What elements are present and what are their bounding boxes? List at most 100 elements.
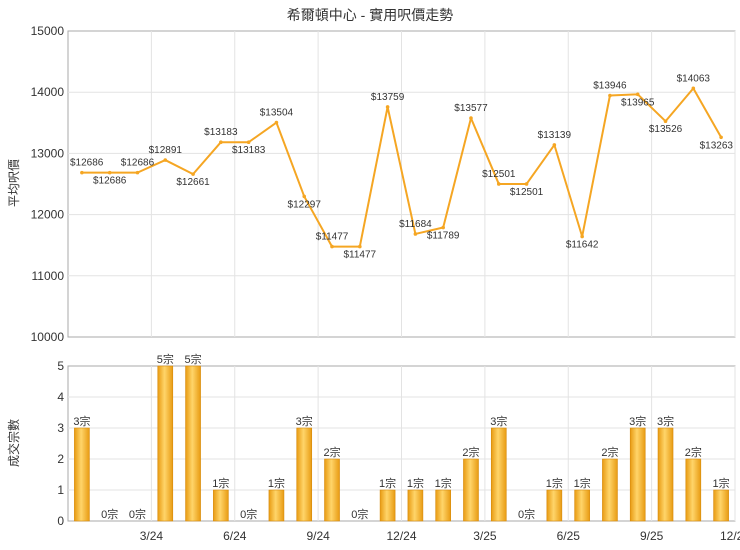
price-point-label: $12686 — [70, 158, 104, 169]
price-point-label: $12501 — [510, 187, 544, 198]
chart-title: 希爾頓中心 - 實用呎價走勢 — [287, 7, 453, 23]
count-bar — [490, 427, 507, 522]
price-point — [135, 170, 140, 175]
count-bar-label: 1宗 — [574, 476, 591, 490]
count-bar — [713, 489, 729, 522]
count-bar-label: 0宗 — [518, 507, 535, 521]
price-point — [663, 119, 668, 124]
price-point — [635, 92, 640, 97]
count-bar — [435, 489, 451, 522]
count-bar — [157, 365, 174, 522]
price-point-label: $12891 — [149, 145, 183, 156]
count-bar — [324, 458, 340, 522]
price-point-label: $13946 — [593, 81, 627, 92]
count-tick-label: 2 — [57, 452, 64, 466]
count-tick-label: 1 — [57, 483, 64, 497]
price-point-label: $13183 — [204, 127, 238, 138]
month-tick-label: 12/24 — [386, 529, 416, 543]
price-point-label: $12686 — [93, 176, 127, 187]
price-point — [608, 93, 612, 98]
price-tick-label: 15000 — [31, 24, 65, 38]
count-bar-label: 1宗 — [407, 476, 424, 490]
price-point-label: $13759 — [371, 92, 405, 103]
count-bar — [213, 489, 229, 522]
price-tick-label: 12000 — [31, 208, 65, 222]
count-bar-label: 1宗 — [546, 476, 563, 490]
price-point — [496, 182, 501, 186]
price-point-label: $13139 — [538, 130, 572, 141]
price-point — [441, 225, 445, 230]
price-point — [469, 116, 473, 120]
month-tick-label: 6/24 — [223, 529, 247, 543]
count-bar — [296, 427, 313, 522]
price-point — [191, 172, 195, 176]
count-bar-label: 1宗 — [435, 476, 452, 490]
price-point-label: $14063 — [677, 73, 711, 84]
price-point-label: $12297 — [288, 199, 322, 210]
price-point — [107, 170, 112, 175]
price-point-label: $13183 — [232, 145, 266, 156]
price-tick-label: 13000 — [31, 146, 65, 160]
count-bar — [574, 489, 590, 522]
price-point-label: $11477 — [343, 250, 376, 261]
count-bar-label: 2宗 — [323, 445, 340, 459]
count-bar-label: 3宗 — [629, 414, 646, 428]
price-point — [691, 86, 696, 91]
count-bar — [407, 489, 424, 522]
count-bar-label: 0宗 — [101, 507, 118, 521]
count-tick-label: 0 — [57, 514, 64, 528]
price-point-label: $13263 — [700, 140, 734, 151]
price-point — [719, 135, 723, 140]
price-point — [274, 120, 279, 125]
price-point — [552, 143, 557, 147]
count-bar — [602, 458, 618, 522]
count-bar-label: 2宗 — [685, 445, 702, 459]
price-tick-label: 10000 — [31, 330, 65, 344]
count-bar-label: 5宗 — [157, 352, 174, 366]
price-point — [330, 244, 334, 249]
price-point-label: $11642 — [566, 240, 599, 251]
month-tick-label: 3/24 — [140, 529, 164, 543]
count-bar — [74, 427, 90, 522]
price-point — [385, 105, 390, 109]
count-tick-label: 3 — [57, 421, 64, 435]
count-bar — [629, 427, 646, 522]
price-point-label: $13965 — [621, 97, 655, 108]
count-bar-label: 3宗 — [657, 414, 674, 428]
price-point-label: $13577 — [454, 103, 488, 114]
count-tick-label: 5 — [57, 359, 64, 373]
price-tick-label: 14000 — [31, 85, 65, 99]
month-tick-label: 12/25 — [720, 529, 740, 543]
price-point-label: $11684 — [399, 219, 432, 230]
count-bar-label: 0宗 — [240, 507, 257, 521]
price-point — [580, 234, 584, 239]
count-bar-label: 2宗 — [462, 445, 479, 459]
price-point-label: $11789 — [427, 231, 460, 242]
count-bar-label: 0宗 — [351, 507, 368, 521]
price-point — [302, 194, 307, 199]
price-point-label: $13504 — [260, 108, 294, 119]
count-tick-label: 4 — [57, 390, 64, 404]
count-bar — [685, 458, 702, 522]
price-tick-label: 11000 — [32, 269, 65, 283]
price-point — [524, 182, 529, 186]
count-bar-label: 5宗 — [185, 352, 202, 366]
price-point-label: $12686 — [121, 158, 155, 169]
price-point — [413, 232, 418, 236]
month-tick-label: 9/25 — [640, 529, 664, 543]
month-tick-label: 6/25 — [557, 529, 581, 543]
count-axis-label: 成交宗數 — [6, 419, 21, 467]
count-bar-label: 3宗 — [296, 414, 313, 428]
price-point-label: $11477 — [316, 232, 349, 243]
month-tick-label: 9/24 — [306, 529, 330, 543]
count-bar-label: 1宗 — [379, 476, 396, 490]
price-axis-label: 平均呎價 — [7, 159, 21, 207]
count-bar-label: 0宗 — [129, 507, 146, 521]
count-bar — [185, 365, 201, 522]
price-point-label: $13526 — [649, 124, 683, 135]
price-point-label: $12661 — [176, 177, 210, 188]
count-bar — [268, 489, 285, 522]
count-bar — [379, 489, 396, 522]
